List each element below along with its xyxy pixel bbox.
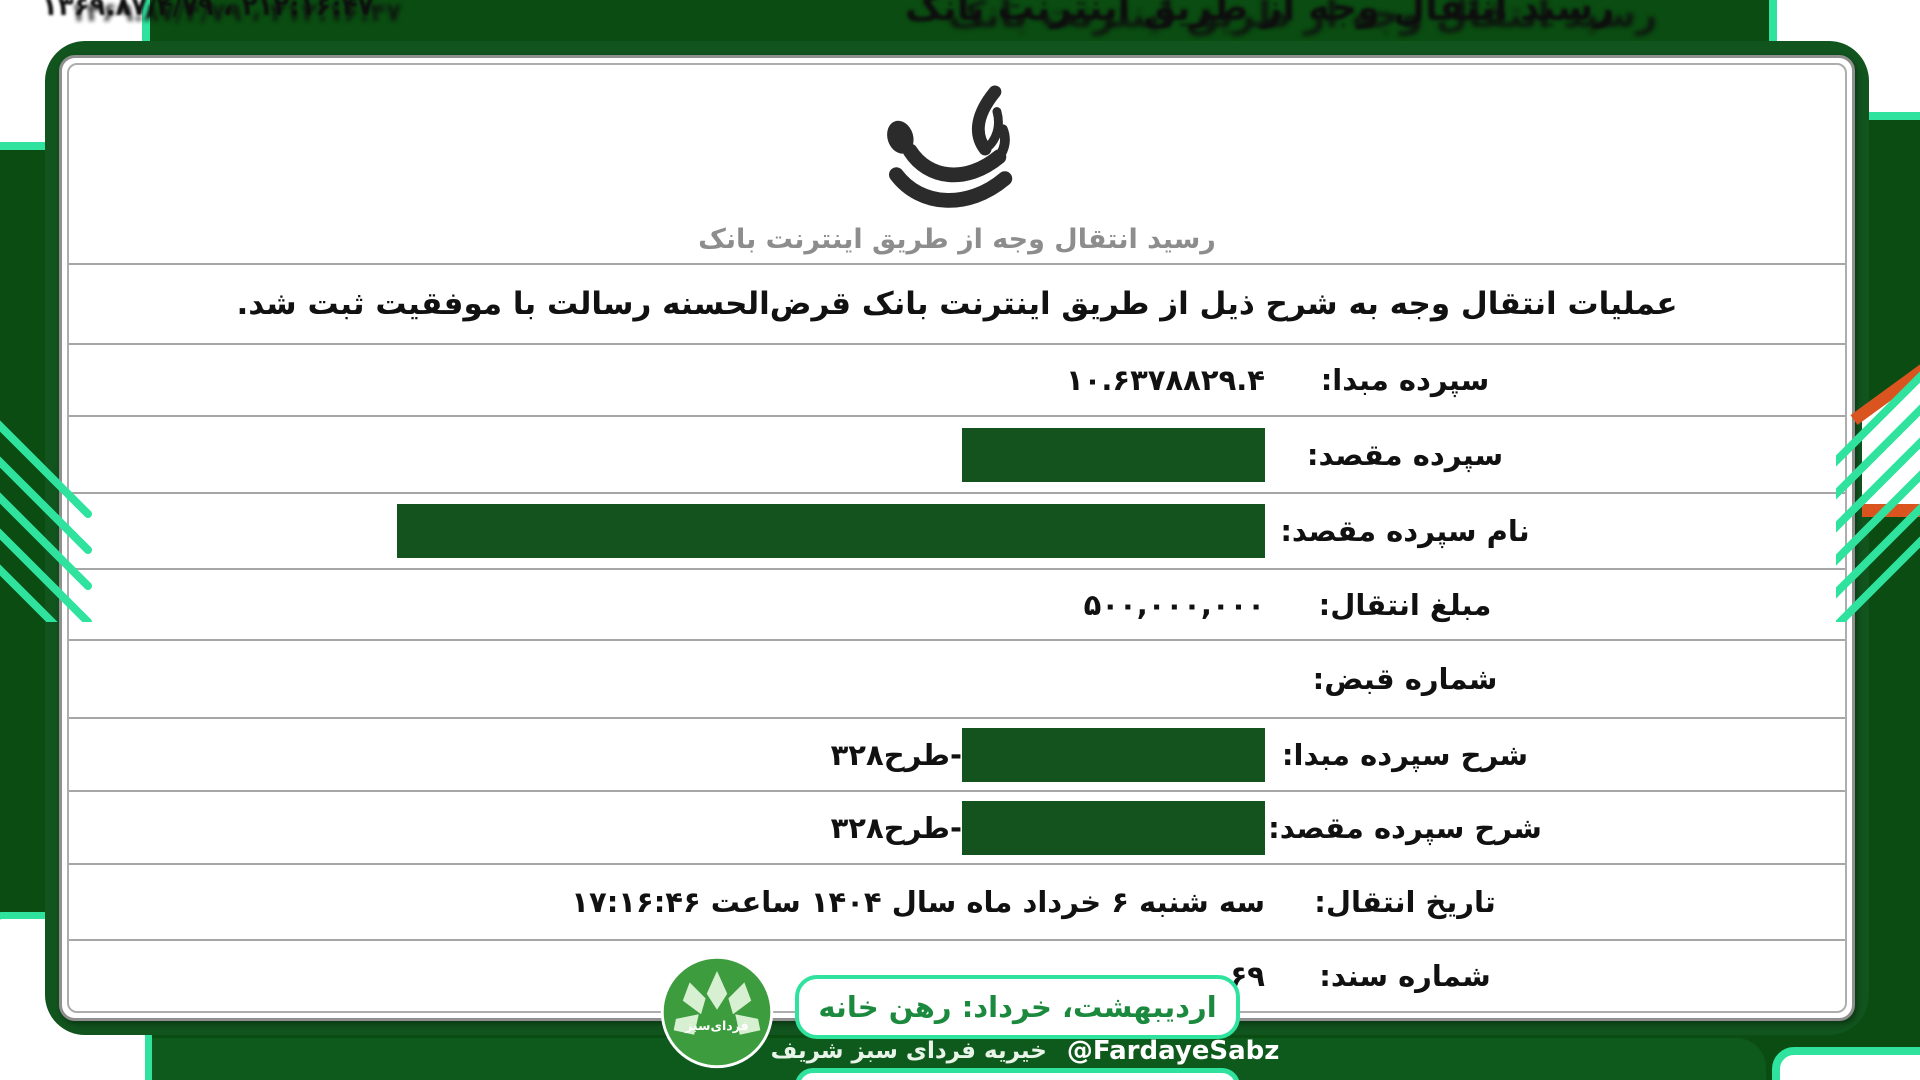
- receipt-table: رسید انتقال وجه از طریق اینترنت بانک عمل…: [67, 63, 1847, 1013]
- fardaye-sabz-logo: فردای‌سبز: [660, 955, 774, 1069]
- value-text: -طرح۳۲۸: [830, 737, 962, 772]
- resalat-bank-logo-icon: [886, 85, 1012, 208]
- month-category-pill: اردیبهشت، خرداد: رهن خانه: [795, 975, 1240, 1039]
- table-row-transfer-amount: مبلغ انتقال: ۵۰۰,۰۰۰,۰۰۰: [69, 568, 1845, 639]
- corner-accent-box-bottom-right: [1772, 1047, 1920, 1080]
- receipt-header: رسید انتقال وجه از طریق اینترنت بانک: [69, 65, 1845, 263]
- field-value: ۱۰.۶۳۷۸۸۲۹.۴: [69, 363, 1265, 397]
- table-row-bill-number: شماره قبض:: [69, 639, 1845, 717]
- receipt-subtitle: رسید انتقال وجه از طریق اینترنت بانک: [698, 224, 1216, 255]
- field-label: شرح سپرده مقصد:: [1268, 810, 1542, 845]
- table-row-destination-description: شرح سپرده مقصد: -طرح۳۲۸: [69, 790, 1845, 863]
- field-value: -طرح۳۲۸: [69, 800, 1265, 855]
- value-text: -طرح۳۲۸: [830, 810, 962, 845]
- redaction-box: [962, 427, 1265, 482]
- redaction-box: [962, 727, 1265, 782]
- fardaye-sabz-logo-text: فردای‌سبز: [684, 1018, 748, 1033]
- table-row-transfer-date: تاریخ انتقال: سه شنبه ۶ خرداد ماه سال ۱۴…: [69, 863, 1845, 939]
- value-text: ۵۰۰,۰۰۰,۰۰۰: [1083, 587, 1265, 622]
- field-label: شماره قبض:: [1312, 662, 1498, 696]
- field-value: [69, 427, 1265, 482]
- table-row-source-deposit: سپرده مبدا: ۱۰.۶۳۷۸۸۲۹.۴: [69, 343, 1845, 415]
- field-label: شماره سند:: [1319, 959, 1491, 993]
- field-label: سپرده مبدا:: [1320, 363, 1490, 397]
- field-value: [69, 504, 1265, 558]
- redaction-box: [397, 504, 1265, 558]
- field-value: ۵۰۰,۰۰۰,۰۰۰: [69, 588, 1265, 622]
- field-label: نام سپرده مقصد:: [1280, 514, 1530, 548]
- value-text: سه شنبه ۶ خرداد ماه سال ۱۴۰۴ ساعت ۱۷:۱۶:…: [571, 885, 1265, 919]
- value-text: ۱۰.۶۳۷۸۸۲۹.۴: [1065, 363, 1265, 397]
- field-value: سه شنبه ۶ خرداد ماه سال ۱۴۰۴ ساعت ۱۷:۱۶:…: [69, 885, 1265, 919]
- blurred-page-title: رسید انتقال وجه از طریق اینترنت بانک: [905, 0, 1615, 29]
- field-label: مبلغ انتقال:: [1318, 587, 1492, 622]
- success-message-row: عملیات انتقال وجه به شرح ذیل از طریق این…: [69, 263, 1845, 343]
- month-category-label: اردیبهشت، خرداد: رهن خانه: [818, 990, 1217, 1024]
- receipt-card: رسید انتقال وجه از طریق اینترنت بانک عمل…: [59, 55, 1855, 1021]
- table-row-destination-name: نام سپرده مقصد:: [69, 492, 1845, 568]
- field-label: تاریخ انتقال:: [1314, 885, 1496, 919]
- bottom-pill-cutoff: [795, 1068, 1240, 1080]
- table-row-document-number: شماره سند: ۶۹: [69, 939, 1845, 1011]
- field-label: سپرده مقصد:: [1306, 437, 1504, 472]
- blurred-timestamp: ۲۱۲:۱۶:۴۷ ، ۱۳۶۹.۸۷/۴/۷۹: [42, 0, 374, 22]
- table-row-destination-deposit: سپرده مقصد:: [69, 415, 1845, 492]
- redaction-box: [962, 800, 1265, 855]
- success-message: عملیات انتقال وجه به شرح ذیل از طریق این…: [236, 286, 1678, 322]
- social-handle: @FardayeSabz: [1066, 1036, 1280, 1066]
- blurred-timestamp-ghost: ۲۱۲:۱۶:۴۷ ، ۱۳۶۹.۸۷/۴/۷۹: [70, 0, 402, 28]
- charity-name: خیریه فردای سبز شریف: [770, 1038, 1047, 1064]
- field-label: شرح سپرده مبدا:: [1281, 737, 1529, 772]
- footer-caption: خیریه فردای سبز شریف @FardayeSabz: [65, 1036, 1920, 1066]
- field-value: -طرح۳۲۸: [69, 727, 1265, 782]
- table-row-source-description: شرح سپرده مبدا: -طرح۳۲۸: [69, 717, 1845, 790]
- blurred-page-title-ghost: رسید انتقال وجه از طریق اینترنت بانک: [948, 0, 1658, 36]
